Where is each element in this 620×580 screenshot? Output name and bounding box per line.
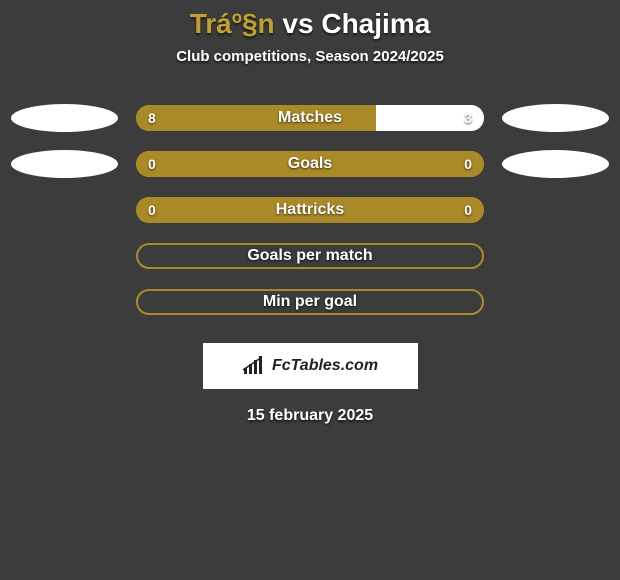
bar-label: Hattricks	[136, 197, 484, 223]
stat-bar: Min per goal	[136, 289, 484, 315]
logo-box: FcTables.com	[203, 343, 418, 389]
stat-bar: 00Goals	[136, 151, 484, 177]
page-title: Tráº§n vs Chajima	[0, 8, 620, 40]
right-ellipse	[502, 150, 609, 178]
stat-row: Goals per match	[0, 233, 620, 279]
bar-label: Goals per match	[138, 245, 482, 267]
chart-icon	[242, 356, 266, 376]
bar-label: Matches	[136, 105, 484, 131]
ellipse-spacer	[502, 242, 609, 270]
stat-row: 00Goals	[0, 141, 620, 187]
player1-name: Tráº§n	[190, 8, 275, 39]
stat-bar: 00Hattricks	[136, 197, 484, 223]
stat-bar: 83Matches	[136, 105, 484, 131]
ellipse-spacer	[502, 196, 609, 224]
date-text: 15 february 2025	[0, 407, 620, 425]
stat-bar: Goals per match	[136, 243, 484, 269]
bar-label: Goals	[136, 151, 484, 177]
stat-row: 00Hattricks	[0, 187, 620, 233]
stat-row: Min per goal	[0, 279, 620, 325]
left-ellipse	[11, 150, 118, 178]
vs-text: vs	[282, 8, 313, 39]
subtitle: Club competitions, Season 2024/2025	[0, 48, 620, 65]
player2-name: Chajima	[321, 8, 430, 39]
ellipse-spacer	[502, 288, 609, 316]
ellipse-spacer	[11, 288, 118, 316]
ellipse-spacer	[11, 196, 118, 224]
logo-text: FcTables.com	[272, 357, 378, 375]
ellipse-spacer	[11, 242, 118, 270]
stat-row: 83Matches	[0, 95, 620, 141]
right-ellipse	[502, 104, 609, 132]
stats-container: 83Matches 00Goals 00Hattricks Goals per mat…	[0, 95, 620, 325]
bar-label: Min per goal	[138, 291, 482, 313]
left-ellipse	[11, 104, 118, 132]
